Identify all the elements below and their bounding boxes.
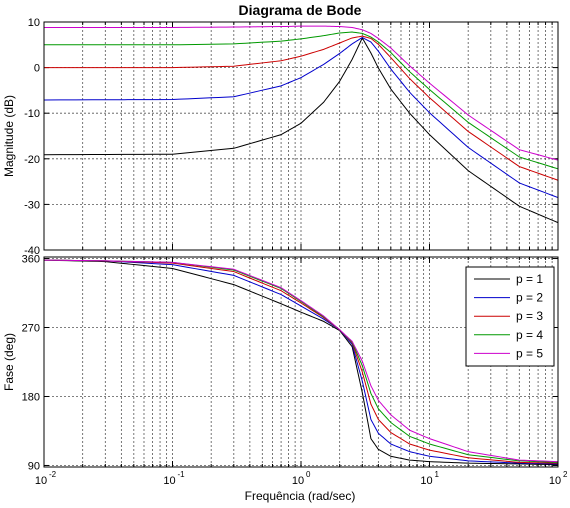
x-axis-label: Frequência (rad/sec) [245,489,356,503]
series-line-p-1 [43,259,559,466]
x-tick-label: 10-2 [35,470,57,487]
phase-frame [43,256,559,468]
y-tick-label: 180 [22,391,40,403]
series-line-p-3 [44,35,559,181]
x-tick-label-base: 10 [420,475,432,487]
x-tick-label-exponent: 1 [435,470,440,479]
x-tick-label: 101 [420,470,439,487]
series-line-p-4 [43,259,559,463]
x-tick-label-base: 10 [163,475,175,487]
magnitude-axes: -40 -30 -20 -10 0 10 Magnitude (dB) [2,17,559,257]
magnitude-frame [43,21,559,251]
series-line-p-5 [43,259,559,463]
x-tick-label-base: 10 [35,475,47,487]
x-tick-label-base: 10 [292,475,304,487]
y-tick-label: 360 [22,254,40,266]
legend-entry-label: p = 5 [516,346,543,360]
x-tick-label-exponent: -2 [49,470,57,479]
x-tick-label-exponent: 0 [306,470,311,479]
x-tick-label: 100 [292,470,311,487]
magnitude-y-label: Magnitude (dB) [2,95,16,177]
series-line-p-4 [44,31,559,170]
y-tick-label: -20 [24,154,40,166]
y-tick-label: 10 [28,17,40,29]
x-tick-label-base: 10 [549,475,561,487]
chart-title: Diagrama de Bode [239,2,362,18]
legend-entry-label: p = 3 [516,309,543,323]
x-tick-label-exponent: -1 [178,470,186,479]
phase-y-label: Fase (deg) [2,333,16,391]
legend-entry-label: p = 1 [516,272,543,286]
y-tick-label: 270 [22,323,40,335]
x-tick-label: 10-1 [163,470,185,487]
y-tick-label: -40 [24,245,40,257]
series-line-p-5 [44,25,559,161]
y-tick-label: 0 [34,63,40,75]
y-tick-label: -10 [24,108,40,120]
y-tick-label: 90 [28,460,40,472]
series-line-p-2 [43,259,559,465]
x-tick-label-exponent: 2 [563,470,568,479]
legend-entry-label: p = 2 [516,291,543,305]
legend: p = 1 p = 2 p = 3 p = 4 p = 5 [465,266,555,367]
phase-curves [43,259,559,466]
series-line-p-2 [43,36,559,199]
series-line-p-3 [43,259,559,464]
magnitude-grid [44,22,558,250]
legend-entry-label: p = 4 [516,328,543,342]
x-tick-label: 102 [549,470,568,487]
y-tick-label: -30 [24,199,40,211]
magnitude-curves [43,25,559,224]
